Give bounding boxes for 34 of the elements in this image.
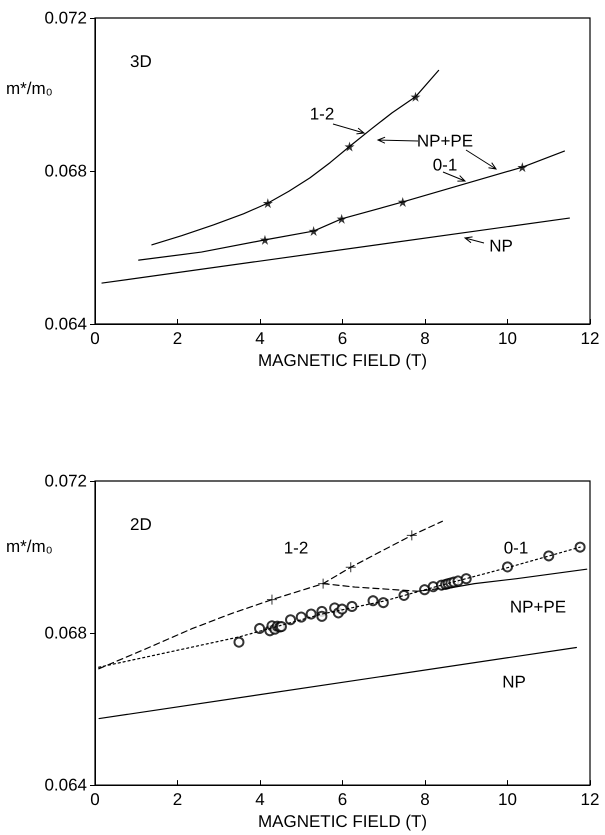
annotation: 1-2 — [284, 538, 308, 558]
x-tick-label: 8 — [420, 790, 430, 810]
x-axis-title: MAGNETIC FIELD (T) — [258, 350, 428, 370]
annotation: NP+PE — [416, 132, 474, 150]
annotation: NP — [489, 236, 513, 256]
x-tick-label: 8 — [420, 329, 430, 348]
x-tick-label: 10 — [498, 329, 517, 348]
text: 3D — [130, 52, 152, 71]
y-tick-label: 0.064 — [44, 776, 87, 795]
annotation: 0-1 — [504, 538, 528, 558]
x-tick-label: 10 — [498, 790, 517, 810]
annotation: NP+PE — [510, 598, 566, 616]
x-tick-label: 12 — [580, 329, 600, 348]
y-axis-title: m*/m₀ — [6, 537, 53, 556]
y-tick-label: 0.064 — [44, 314, 87, 334]
y-tick-label: 0.072 — [44, 472, 87, 490]
y-tick-label: 0.072 — [44, 8, 87, 28]
x-tick-label: 0 — [90, 790, 100, 810]
x-tick-label: 6 — [338, 790, 348, 810]
text: 2D — [130, 515, 152, 534]
y-axis-title: m*/m₀ — [6, 79, 53, 98]
x-tick-label: 0 — [90, 329, 100, 348]
y-tick-label: 0.068 — [44, 162, 87, 180]
x-tick-label: 12 — [580, 790, 600, 810]
annotation: NP — [502, 672, 526, 692]
x-axis-title: MAGNETIC FIELD (T) — [258, 812, 428, 831]
x-tick-label: 4 — [255, 329, 265, 348]
x-tick-label: 4 — [255, 790, 265, 810]
annotation: 1-2 — [310, 104, 334, 124]
x-tick-label: 2 — [172, 329, 182, 348]
x-tick-label: 6 — [338, 329, 348, 348]
x-tick-label: 2 — [172, 790, 182, 810]
annotation: 0-1 — [432, 156, 458, 174]
y-tick-label: 0.068 — [44, 624, 87, 643]
